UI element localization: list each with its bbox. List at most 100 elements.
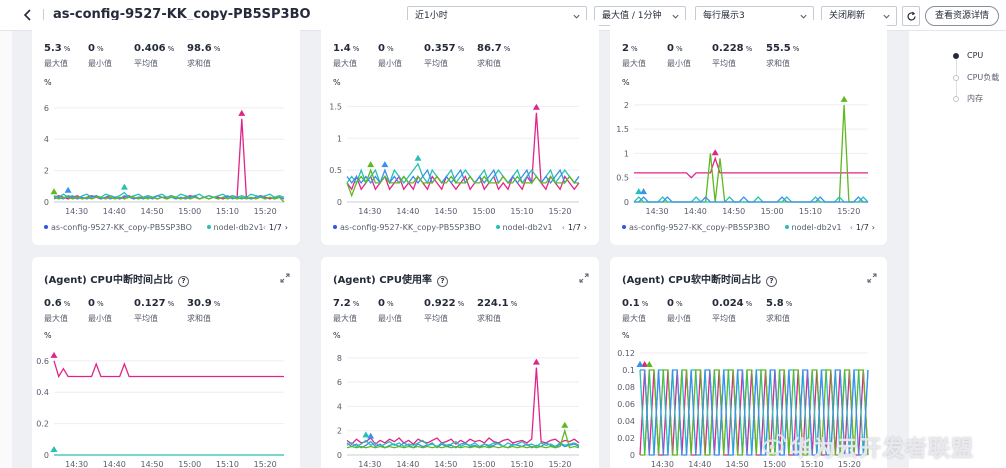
legend-item[interactable]: nodel-db2v1 [791,223,842,232]
y-tick-label: 8 [337,354,342,363]
y-unit-label: % [333,78,341,87]
max-marker [635,188,643,195]
max-marker [120,183,128,190]
x-tick-label: 14:50 [434,460,457,468]
x-tick-label: 15:10 [800,460,823,468]
stat-min: 0% 最小值 [88,43,112,68]
line-chart[interactable]: 0 2 4 6 14:30 14:40 14:50 15:00 15:10 15:20 [32,90,300,220]
y-tick-label: 1 [337,134,342,143]
legend-pager: ‹ 1/7 › [847,223,875,232]
line-chart[interactable]: 0 0.5 1 1.5 14:30 14:40 14:50 15:00 15:10 15:20 [321,90,599,220]
stat-sum: 98.6% 求和值 [187,43,221,68]
top-bar: as-config-9527-KK_copy-PB5SP3BO 近1小时 最大值… [0,0,1006,31]
stat-avg: 0.228% 平均值 [712,43,753,68]
stat-min: 0% 最小值 [378,43,402,68]
pager-next-icon[interactable]: › [583,223,587,232]
line-chart[interactable]: 0 0.5 1 1.5 2 14:30 14:40 14:50 15:00 15:10 15:20 [610,90,887,220]
line-chart[interactable]: 0 0.2 0.4 0.6 14:30 14:40 14:50 15:00 15:10 15:20 [32,343,300,468]
anchor-dot [953,75,959,81]
chevron-down-icon [672,14,679,19]
y-tick-label: 0.6 [36,357,49,366]
x-tick-label: 14:30 [358,207,381,216]
expand-icon[interactable] [867,273,877,283]
max-marker [640,188,648,195]
help-icon[interactable]: ? [178,276,189,287]
panel-title-text: (Agent) CPU使用率 [333,275,432,286]
y-tick-label: 6 [337,378,342,387]
y-tick-label: 0 [337,451,342,460]
max-marker [362,431,370,438]
aggregation-value: 最大值 / 1分钟 [602,11,662,21]
legend-item[interactable]: nodel-db2v1 [502,223,553,232]
max-marker [238,109,246,116]
y-tick-label: 2 [624,101,629,110]
series-line [346,367,580,446]
anchor-label: CPU [967,51,984,60]
chart-legend: as-config-9527-KK_copy-PB5SP3BO nodel-db… [622,223,842,232]
stat-avg: 0.406% 平均值 [134,43,175,68]
x-tick-label: 14:50 [141,460,164,468]
stat-max: 0.1% 最大值 [622,298,649,323]
help-icon[interactable]: ? [766,276,777,287]
stat-sum: 55.5% 求和值 [766,43,800,68]
x-tick-label: 15:00 [761,207,784,216]
chart-panel-2: 1.4% 最大值 0% 最小值 0.357% 平均值 86.7% 求和值 % 0 0.5 1… [321,20,599,245]
x-tick-label: 15:10 [510,207,533,216]
max-marker [367,161,375,168]
max-marker [50,188,58,195]
y-tick-label: 0 [337,198,342,207]
x-tick-label: 14:30 [645,207,668,216]
y-tick-label: 1.5 [616,125,629,134]
expand-icon[interactable] [579,273,589,283]
y-tick-label: 0 [630,451,635,460]
anchor-label: CPU负载 [967,73,1000,82]
y-tick-label: 1 [624,149,629,158]
pager-prev-icon[interactable]: ‹ [849,223,853,232]
legend-item[interactable]: as-config-9527-KK_copy-PB5SP3BO [51,223,192,232]
series-line [53,118,285,200]
weibo-logo-icon [762,434,786,455]
page-title: as-config-9527-KK_copy-PB5SP3BO [53,7,311,22]
x-tick-label: 15:20 [254,460,277,468]
legend-item[interactable]: as-config-9527-KK_copy-PB5SP3BO [340,223,481,232]
anchor-item-cpu-load[interactable]: CPU负载 [953,72,999,83]
x-tick-label: 15:10 [216,460,239,468]
legend-dot [206,225,211,229]
x-tick-label: 14:40 [103,207,126,216]
legend-item[interactable]: nodel-db2v1 [213,223,264,232]
title-divider [43,9,44,23]
stat-min: 0% 最小值 [667,298,691,323]
chevron-down-icon [800,14,807,19]
pager-prev-icon[interactable]: ‹ [262,223,266,232]
view-resource-details-button[interactable]: 查看资源详情 [925,6,999,26]
anchor-item-cpu[interactable]: CPU [953,51,983,60]
y-tick-label: 0 [44,451,49,460]
x-tick-label: 15:00 [472,460,495,468]
stat-sum: 30.9% 求和值 [187,298,221,323]
x-tick-label: 15:20 [548,207,571,216]
line-chart[interactable]: 0 0.02 0.04 0.06 0.08 0.1 0.12 14:30 14:40 14:50 1… [610,343,887,468]
pager-next-icon[interactable]: › [871,223,875,232]
anchor-item-memory[interactable]: 内存 [953,93,983,104]
y-tick-label: 0.02 [617,434,635,443]
line-chart[interactable]: 0 2 4 6 8 14:30 14:40 14:50 15:00 15:10 15:20 [321,343,599,468]
series-line [346,428,580,449]
refresh-button[interactable] [902,6,920,26]
max-marker [840,95,848,102]
x-tick-label: 15:20 [548,460,571,468]
x-tick-label: 15:20 [838,460,861,468]
chart-legend: as-config-9527-KK_copy-PB5SP3BO nodel-db… [333,223,553,232]
pager-label: 1/7 [855,223,869,232]
time-range-value: 近1小时 [415,11,448,21]
legend-item[interactable]: as-config-9527-KK_copy-PB5SP3BO [629,223,770,232]
stat-avg: 0.127% 平均值 [134,298,175,323]
max-marker [636,361,644,367]
x-tick-label: 14:40 [396,207,419,216]
expand-icon[interactable] [280,273,290,283]
series-line [640,369,869,456]
back-arrow-icon[interactable] [20,7,36,23]
help-icon[interactable]: ? [437,276,448,287]
pager-next-icon[interactable]: › [284,223,288,232]
pager-prev-icon[interactable]: ‹ [561,223,565,232]
x-tick-label: 15:00 [178,460,201,468]
